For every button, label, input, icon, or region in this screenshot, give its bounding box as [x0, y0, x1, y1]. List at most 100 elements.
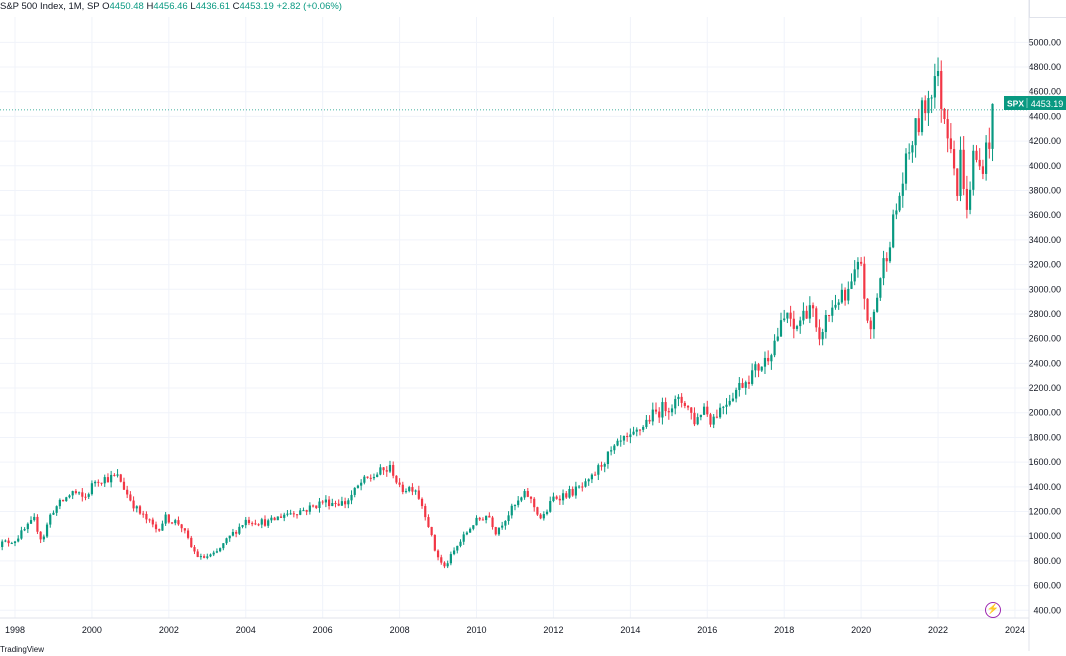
candle-body: [822, 332, 824, 339]
candle-body: [543, 514, 545, 518]
candle-body: [709, 414, 711, 424]
chart-settings-corner[interactable]: [1029, 0, 1066, 18]
candle-body: [767, 358, 769, 361]
candle-body: [142, 514, 144, 515]
candle-body: [392, 465, 394, 476]
lightning-icon[interactable]: ⚡: [985, 602, 1001, 618]
candle-body: [453, 551, 455, 555]
candle-body: [844, 290, 846, 301]
candle-body: [184, 528, 186, 530]
candle-body: [719, 408, 721, 418]
candle-body: [395, 476, 397, 483]
candle-body: [206, 556, 208, 557]
y-tick-label: 600.00: [1033, 581, 1061, 591]
candle-body: [139, 506, 141, 513]
candle-body: [408, 487, 410, 491]
candle-body: [687, 406, 689, 408]
candle-body: [559, 499, 561, 501]
candle-body: [232, 532, 234, 536]
candle-body: [283, 515, 285, 518]
candle-body: [447, 563, 449, 566]
y-tick-label: 3000.00: [1028, 284, 1061, 294]
candle-body: [748, 382, 750, 384]
x-tick-label: 2004: [236, 625, 256, 635]
x-tick-label: 1998: [5, 625, 25, 635]
candle-body: [213, 553, 215, 555]
candle-body: [578, 486, 580, 487]
y-tick-label: 1800.00: [1028, 432, 1061, 442]
legend-low: 4436.61: [196, 1, 230, 12]
candle-body: [123, 482, 125, 490]
candle-body: [693, 413, 695, 424]
candle-body: [575, 487, 577, 496]
y-tick-label: 4200.00: [1028, 136, 1061, 146]
y-tick-label: 4400.00: [1028, 111, 1061, 121]
legend-high: 4456.46: [153, 1, 187, 12]
candle-body: [126, 490, 128, 495]
candle-body: [665, 402, 667, 411]
price-tag-symbol: SPX: [1007, 99, 1024, 109]
candle-body: [40, 532, 42, 540]
candle-body: [357, 486, 359, 488]
candle-body: [91, 483, 93, 494]
y-tick-label: 1600.00: [1028, 457, 1061, 467]
candle-body: [116, 474, 118, 475]
candle-body: [597, 465, 599, 475]
candle-body: [594, 475, 596, 476]
candles: [0, 57, 994, 568]
candle-body: [886, 258, 888, 261]
candle-body: [725, 405, 727, 407]
x-tick-label: 2020: [851, 625, 871, 635]
candle-body: [674, 399, 676, 408]
candle-body: [1, 542, 3, 547]
candle-body: [953, 149, 955, 168]
candle-body: [225, 538, 227, 543]
candle-body: [632, 432, 634, 435]
candle-body: [149, 519, 151, 520]
y-tick-label: 5000.00: [1028, 37, 1061, 47]
candle-body: [418, 490, 420, 498]
candle-body: [229, 536, 231, 539]
candle-body: [847, 289, 849, 301]
candle-body: [623, 436, 625, 441]
candle-body: [20, 530, 22, 538]
candle-body: [764, 358, 766, 367]
candle-body: [219, 548, 221, 551]
legend-close: 4453.19: [240, 1, 274, 12]
candle-body: [841, 290, 843, 303]
candle-body: [495, 527, 497, 534]
candle-body: [113, 475, 115, 476]
candle-body: [261, 519, 263, 524]
x-tick-label: 2010: [467, 625, 487, 635]
candle-body: [479, 518, 481, 520]
candle-body: [24, 529, 26, 530]
candle-body: [104, 477, 106, 483]
candle-body: [838, 302, 840, 304]
candle-body: [882, 258, 884, 278]
candle-body: [870, 321, 872, 330]
candle-body: [879, 278, 881, 298]
candle-body: [437, 551, 439, 558]
candle-body: [27, 524, 29, 529]
candle-body: [280, 517, 282, 518]
candle-body: [325, 500, 327, 503]
candle-body: [463, 534, 465, 541]
y-tick-label: 800.00: [1033, 556, 1061, 566]
candle-body: [911, 145, 913, 152]
candle-body: [78, 492, 80, 493]
candle-body: [828, 315, 830, 316]
candle-body: [937, 71, 939, 76]
candle-body: [889, 247, 891, 261]
y-tick-label: 400.00: [1033, 605, 1061, 615]
candle-body: [738, 383, 740, 390]
x-tick-label: 2022: [928, 625, 948, 635]
candle-body: [456, 546, 458, 551]
candle-body: [190, 538, 192, 547]
candle-body: [902, 184, 904, 196]
candle-body: [415, 490, 417, 491]
candle-body: [729, 401, 731, 405]
candle-body: [677, 397, 679, 399]
